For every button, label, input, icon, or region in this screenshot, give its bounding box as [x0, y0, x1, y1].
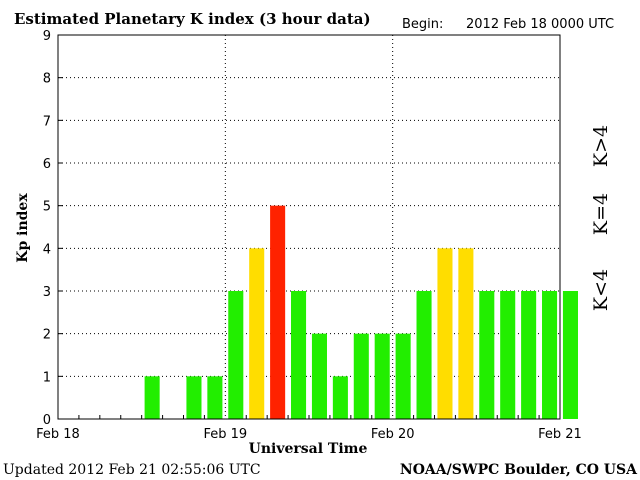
y-axis-ticks: 0 1 2 3 4 5 6 7 8 9: [43, 29, 63, 428]
kp-bar: [353, 333, 369, 419]
kp-bar: [542, 291, 558, 419]
begin-value: 2012 Feb 18 0000 UTC: [466, 17, 614, 32]
kp-bar: [500, 291, 516, 419]
y-tick-label: 7: [43, 114, 51, 129]
kp-bar: [458, 248, 474, 419]
updated-timestamp: Updated 2012 Feb 21 02:55:06 UTC: [3, 462, 261, 478]
kp-bar: [291, 291, 307, 419]
kp-bar: [207, 376, 223, 419]
x-axis-label: Universal Time: [249, 441, 368, 457]
y-tick-label: 0: [43, 413, 51, 428]
y-tick-label: 6: [43, 157, 51, 172]
kp-bar: [228, 291, 244, 419]
kp-bar: [479, 291, 495, 419]
kp-bar: [186, 376, 202, 419]
y-tick-label: 5: [43, 200, 51, 215]
legend-k-greater-4: K>4: [590, 125, 612, 167]
kp-bar: [374, 333, 390, 419]
y-tick-label: 8: [43, 72, 51, 87]
x-tick-label: Feb 18: [36, 427, 80, 442]
y-tick-label: 2: [43, 328, 51, 343]
kp-bar: [311, 333, 327, 419]
kp-bar: [562, 291, 578, 419]
grid-lines: [58, 34, 560, 419]
legend-k-equal-4: K=4: [590, 193, 612, 235]
kp-bar: [332, 376, 348, 419]
x-tick-label: Feb 19: [203, 427, 247, 442]
kp-bar: [437, 248, 453, 419]
y-tick-label: 1: [43, 370, 51, 385]
x-tick-label: Feb 20: [371, 427, 415, 442]
kp-bar: [144, 376, 160, 419]
kp-bar: [416, 291, 432, 419]
y-tick-label: 4: [43, 242, 51, 257]
begin-label: Begin:: [402, 17, 443, 32]
y-tick-label: 9: [43, 29, 51, 44]
source-credit: NOAA/SWPC Boulder, CO USA: [400, 462, 638, 478]
kp-bar: [395, 333, 411, 419]
legend-k-less-4: K<4: [590, 269, 612, 311]
y-axis-label: Kp index: [15, 193, 31, 263]
kp-bar: [249, 248, 265, 419]
kp-bar: [270, 205, 286, 419]
bars: [144, 205, 578, 419]
chart-title: Estimated Planetary K index (3 hour data…: [14, 10, 371, 28]
kp-bar: [521, 291, 537, 419]
x-tick-label: Feb 21: [538, 427, 582, 442]
y-tick-label: 3: [43, 285, 51, 300]
x-axis-ticks: Feb 18 Feb 19 Feb 20 Feb 21: [36, 415, 582, 442]
